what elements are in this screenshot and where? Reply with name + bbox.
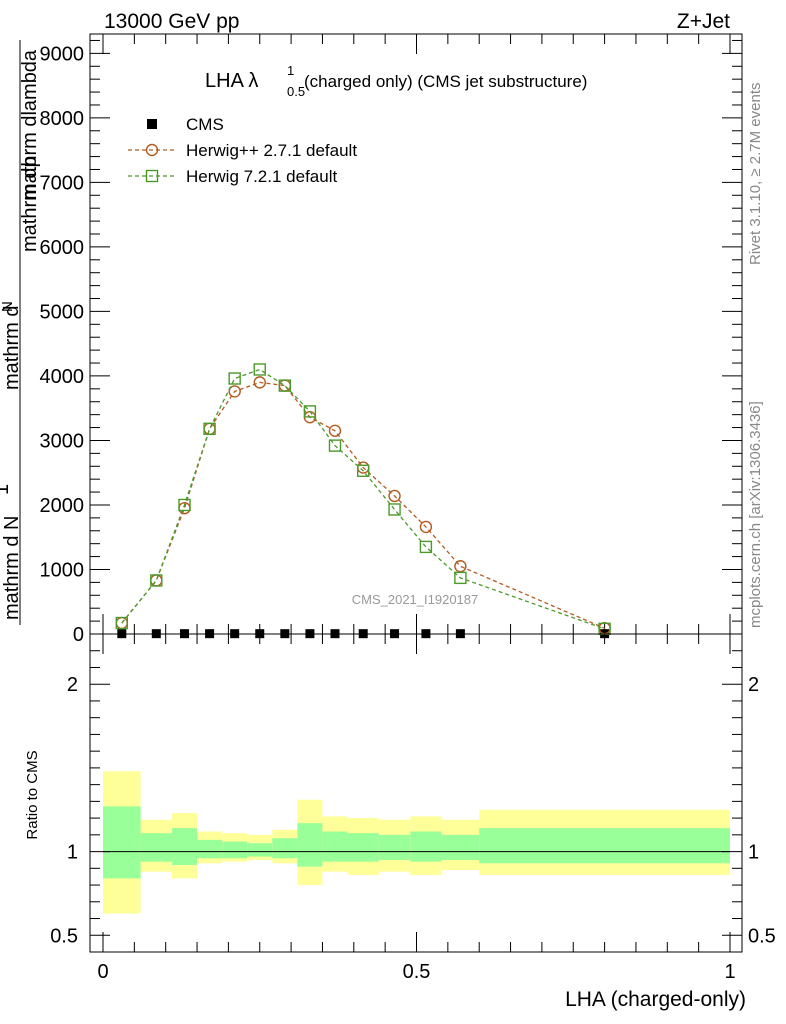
herwigpp-point — [228, 385, 241, 398]
legend-herwigpp-marker — [145, 143, 159, 157]
main-y-axis-label: mathrm d N mathrm d N mathrm dp mathrm d… — [0, 49, 41, 620]
ratio-y-tick-label: 2 — [67, 674, 78, 696]
ylabel-one: 1 — [0, 484, 13, 495]
energy-label: 13000 GeV pp — [104, 10, 239, 33]
x-axis-label: LHA (charged-only) — [565, 988, 746, 1011]
herwig7-point — [454, 571, 467, 585]
herwig7-point — [328, 439, 342, 452]
herwigpp-point — [328, 424, 342, 437]
main-y-tick-label: 5000 — [40, 301, 85, 323]
ylabel-part-3: N — [0, 301, 16, 312]
herwig7-point — [203, 422, 216, 436]
main-y-tick-label: 4000 — [40, 366, 85, 388]
ratio-y-axis: 0.5 0.5 1 1 2 2 — [50, 650, 776, 947]
x-tick-label: 0 — [97, 961, 108, 983]
herwig7-point — [253, 363, 266, 376]
process-label: Z+Jet — [677, 10, 730, 33]
herwig7-point — [228, 372, 241, 385]
ratio-y-axis-label: Ratio to CMS — [24, 750, 41, 839]
ratio-y-tick-label: 0.5 — [50, 925, 78, 947]
main-x-axis-ticks — [102, 34, 731, 634]
herwigpp-point — [253, 376, 266, 389]
herwig7-point — [150, 574, 163, 587]
legend-cms-label: CMS — [186, 115, 224, 134]
ratio-inner-band — [140, 833, 172, 862]
title-rest: (charged only) (CMS jet substructure) — [304, 72, 587, 91]
ratio-inner-band — [272, 838, 298, 859]
main-y-tick-label: 3000 — [40, 430, 85, 452]
herwig7-point — [419, 540, 433, 554]
herwigpp-point — [454, 560, 467, 573]
series-line-2 — [121, 368, 605, 630]
legend-herwigpp-label: Herwig++ 2.7.1 default — [186, 141, 357, 160]
main-y-tick-label: 1000 — [40, 559, 85, 581]
ratio-inner-band — [247, 843, 273, 857]
series-line-1 — [121, 381, 605, 629]
herwig7-point — [303, 405, 317, 418]
x-tick-label: 1 — [724, 961, 735, 983]
ratio-inner-band — [297, 823, 323, 867]
ratio-inner-band — [410, 831, 442, 862]
title-main: LHA λ — [205, 70, 258, 92]
x-tick-label: 0.5 — [403, 961, 431, 983]
main-y-tick-label: 7000 — [40, 172, 85, 194]
main-y-tick-label: 8000 — [40, 108, 85, 130]
ratio-inner-band — [103, 806, 141, 879]
ratio-plot-frame — [89, 633, 743, 953]
ratio-inner-band — [171, 828, 198, 865]
ratio-inner-band — [378, 834, 411, 860]
main-y-tick-label: 0 — [73, 624, 84, 646]
main-y-tick-label: 9000 — [40, 43, 85, 65]
title-subscript: 0.5 — [287, 84, 305, 99]
ylabel-part-2: mathrm d — [1, 306, 23, 390]
ratio-inner-band — [197, 839, 223, 859]
herwigpp-point — [388, 489, 401, 503]
legend-herwig7-label: Herwig 7.2.1 default — [186, 167, 337, 186]
ratio-inner-band — [479, 828, 730, 864]
ylabel-part-1: mathrm d N — [1, 516, 23, 620]
legend-cms-marker — [147, 119, 157, 129]
ratio-uncertainty-bands — [103, 771, 730, 914]
herwig7-point — [178, 498, 191, 512]
main-y-tick-label: 6000 — [40, 237, 85, 259]
ratio-inner-band — [441, 834, 480, 860]
ratio-y-tick-label-right: 1 — [748, 842, 759, 864]
rivet-version-label: Rivet 3.1.10, ≥ 2.7M events — [747, 83, 764, 266]
ratio-inner-band — [222, 841, 248, 859]
ratio-y-tick-label-right: 0.5 — [748, 925, 776, 947]
mcplots-label: mcplots.cern.ch [arXiv:1306.3436] — [747, 401, 764, 628]
herwigpp-point — [203, 422, 216, 436]
ratio-inner-band — [322, 831, 348, 862]
legend: CMS Herwig++ 2.7.1 default Herwig 7.2.1 … — [128, 115, 357, 186]
ratio-y-tick-label: 1 — [67, 842, 78, 864]
herwig7-point — [115, 616, 129, 630]
main-y-axis: 0 1000 2000 3000 4000 5000 6000 7000 8000 9000 — [40, 39, 742, 646]
title-superscript: 1 — [287, 63, 294, 78]
ylabel-part-4: mathrm dp — [19, 156, 41, 252]
analysis-watermark: CMS_2021_I1920187 — [352, 592, 479, 607]
ratio-inner-band — [347, 833, 379, 862]
herwig7-point — [357, 464, 370, 477]
plot-title: LHA λ 1 0.5 (charged only) (CMS jet subs… — [205, 63, 587, 99]
herwig7-point — [278, 379, 292, 392]
main-y-tick-label: 2000 — [40, 495, 85, 517]
herwigpp-point — [419, 520, 433, 534]
ratio-x-axis: 0 0.5 1 — [97, 634, 736, 983]
ylabel-part-5: mathrm dlambda — [19, 49, 41, 200]
herwig7-point — [388, 503, 401, 516]
legend-herwig7-marker — [145, 169, 159, 183]
ratio-y-tick-label-right: 2 — [748, 674, 759, 696]
